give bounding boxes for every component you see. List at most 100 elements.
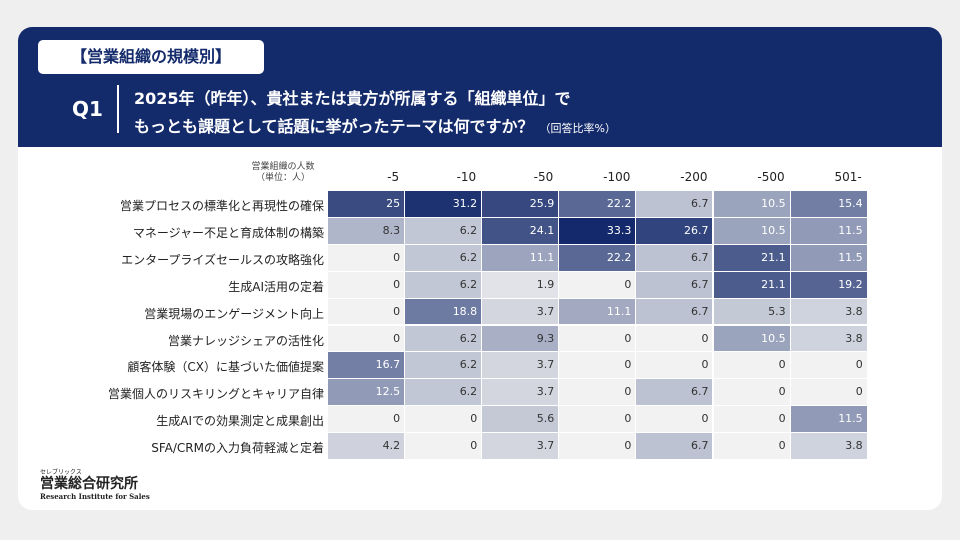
- cell: 3.7: [482, 298, 559, 325]
- row-label: 顧客体験（CX）に基づいた価値提案: [127, 360, 324, 375]
- cell: 6.7: [636, 191, 713, 217]
- cell: 0: [405, 433, 482, 459]
- cell: 0: [328, 271, 405, 298]
- column-header: 501-: [834, 170, 862, 184]
- cell: 22.2: [559, 191, 636, 217]
- cell: 0: [559, 352, 636, 379]
- column-header: -500: [757, 170, 785, 184]
- cell: 6.2: [405, 379, 482, 406]
- cell: 26.7: [636, 217, 713, 244]
- cell: 21.1: [713, 271, 790, 298]
- cell: 6.2: [405, 271, 482, 298]
- cell: 22.2: [559, 244, 636, 271]
- cell: 9.3: [482, 325, 559, 352]
- cell: 0: [559, 325, 636, 352]
- cell: 0: [328, 298, 405, 325]
- cell: 12.5: [328, 379, 405, 406]
- cell: 6.2: [405, 217, 482, 244]
- column-header: -100: [603, 170, 631, 184]
- logo-sub: Research Institute for Sales: [40, 492, 150, 501]
- cell: 6.7: [636, 244, 713, 271]
- cell: 3.8: [790, 298, 867, 325]
- cell: 0: [559, 433, 636, 459]
- tag: 【営業組織の規模別】: [38, 40, 264, 74]
- column-header: -10: [456, 170, 477, 184]
- cell: 6.7: [636, 271, 713, 298]
- cell: 0: [790, 379, 867, 406]
- cell: 3.7: [482, 433, 559, 459]
- cell: 18.8: [405, 298, 482, 325]
- cell: 0: [559, 271, 636, 298]
- note: （回答比率%）: [539, 122, 616, 135]
- cell: 6.7: [636, 379, 713, 406]
- cell: 31.2: [405, 191, 482, 217]
- question-line-wrap: もっとも課題として話題に挙がったテーマは何ですか？ （回答比率%）: [134, 113, 616, 137]
- row-label: 営業個人のリスキリングとキャリア自律: [107, 387, 324, 402]
- cell: 5.6: [482, 406, 559, 433]
- logo: セレブリックス 営業総合研究所 Research Institute for S…: [40, 467, 150, 501]
- cell: 11.1: [482, 244, 559, 271]
- row-label: SFA/CRMの入力負荷軽減と定着: [151, 441, 324, 456]
- question-line: もっとも課題として話題に挙がったテーマは何ですか？: [134, 117, 534, 136]
- column-header: -5: [387, 170, 400, 184]
- divider: [117, 85, 119, 133]
- cell: 0: [713, 433, 790, 459]
- cell: 3.7: [482, 379, 559, 406]
- cell: 0: [328, 244, 405, 271]
- column-header: -200: [680, 170, 708, 184]
- cell: 21.1: [713, 244, 790, 271]
- cell: 6.2: [405, 352, 482, 379]
- cell: 0: [328, 406, 405, 433]
- cell: 10.5: [713, 217, 790, 244]
- cell: 16.7: [328, 352, 405, 379]
- cell: 24.1: [482, 217, 559, 244]
- row-label: 営業プロセスの標準化と再現性の確保: [119, 199, 324, 213]
- cell: 0: [559, 379, 636, 406]
- row-label: 生成AI活用の定着: [228, 279, 324, 294]
- cell: 0: [636, 352, 713, 379]
- cell: 11.5: [790, 244, 867, 271]
- cell: 0: [713, 406, 790, 433]
- question-number: Q1: [72, 97, 103, 121]
- header: 【営業組織の規模別】 Q1 2025年（昨年）、貴社または貴方が所属する「組織単…: [18, 27, 942, 147]
- cell: 0: [328, 325, 405, 352]
- cell: 0: [559, 406, 636, 433]
- cell: 1.9: [482, 271, 559, 298]
- cell: 15.4: [790, 191, 867, 217]
- row-label: マネージャー不足と育成体制の構築: [132, 225, 324, 240]
- question-line: 2025年（昨年）、貴社または貴方が所属する「組織単位」で: [134, 89, 571, 108]
- cell: 6.2: [405, 325, 482, 352]
- row-label: 営業ナレッジシェアの活性化: [167, 333, 324, 348]
- cell: 33.3: [559, 217, 636, 244]
- cell: 3.7: [482, 352, 559, 379]
- cell: 6.7: [636, 433, 713, 459]
- corner-label: （単位：人）: [255, 173, 310, 183]
- cell: 0: [636, 325, 713, 352]
- cell: 8.3: [328, 217, 405, 244]
- cell: 25: [328, 191, 405, 217]
- cell: 11.5: [790, 217, 867, 244]
- cell: 0: [713, 379, 790, 406]
- cell: 3.8: [790, 325, 867, 352]
- row-label: エンタープライズセールスの攻略強化: [121, 252, 324, 267]
- cell: 0: [713, 352, 790, 379]
- cell: 11.5: [790, 406, 867, 433]
- cell: 0: [790, 352, 867, 379]
- row-label: 生成AIでの効果測定と成果創出: [156, 414, 324, 429]
- cell: 3.8: [790, 433, 867, 459]
- logo-kana: セレブリックス: [40, 469, 82, 476]
- cell: 6.2: [405, 244, 482, 271]
- column-header: -50: [533, 170, 554, 184]
- cell: 4.2: [328, 433, 405, 459]
- cell: 25.9: [482, 191, 559, 217]
- row-label: 営業現場のエンゲージメント向上: [144, 306, 324, 321]
- logo-name: 営業総合研究所: [40, 476, 138, 492]
- cell: 10.5: [713, 325, 790, 352]
- cell: 11.1: [559, 298, 636, 325]
- card: 【営業組織の規模別】 Q1 2025年（昨年）、貴社または貴方が所属する「組織単…: [18, 27, 942, 510]
- cell: 5.3: [713, 298, 790, 325]
- cell: 19.2: [790, 271, 867, 298]
- cell: 6.7: [636, 298, 713, 325]
- cell: 0: [405, 406, 482, 433]
